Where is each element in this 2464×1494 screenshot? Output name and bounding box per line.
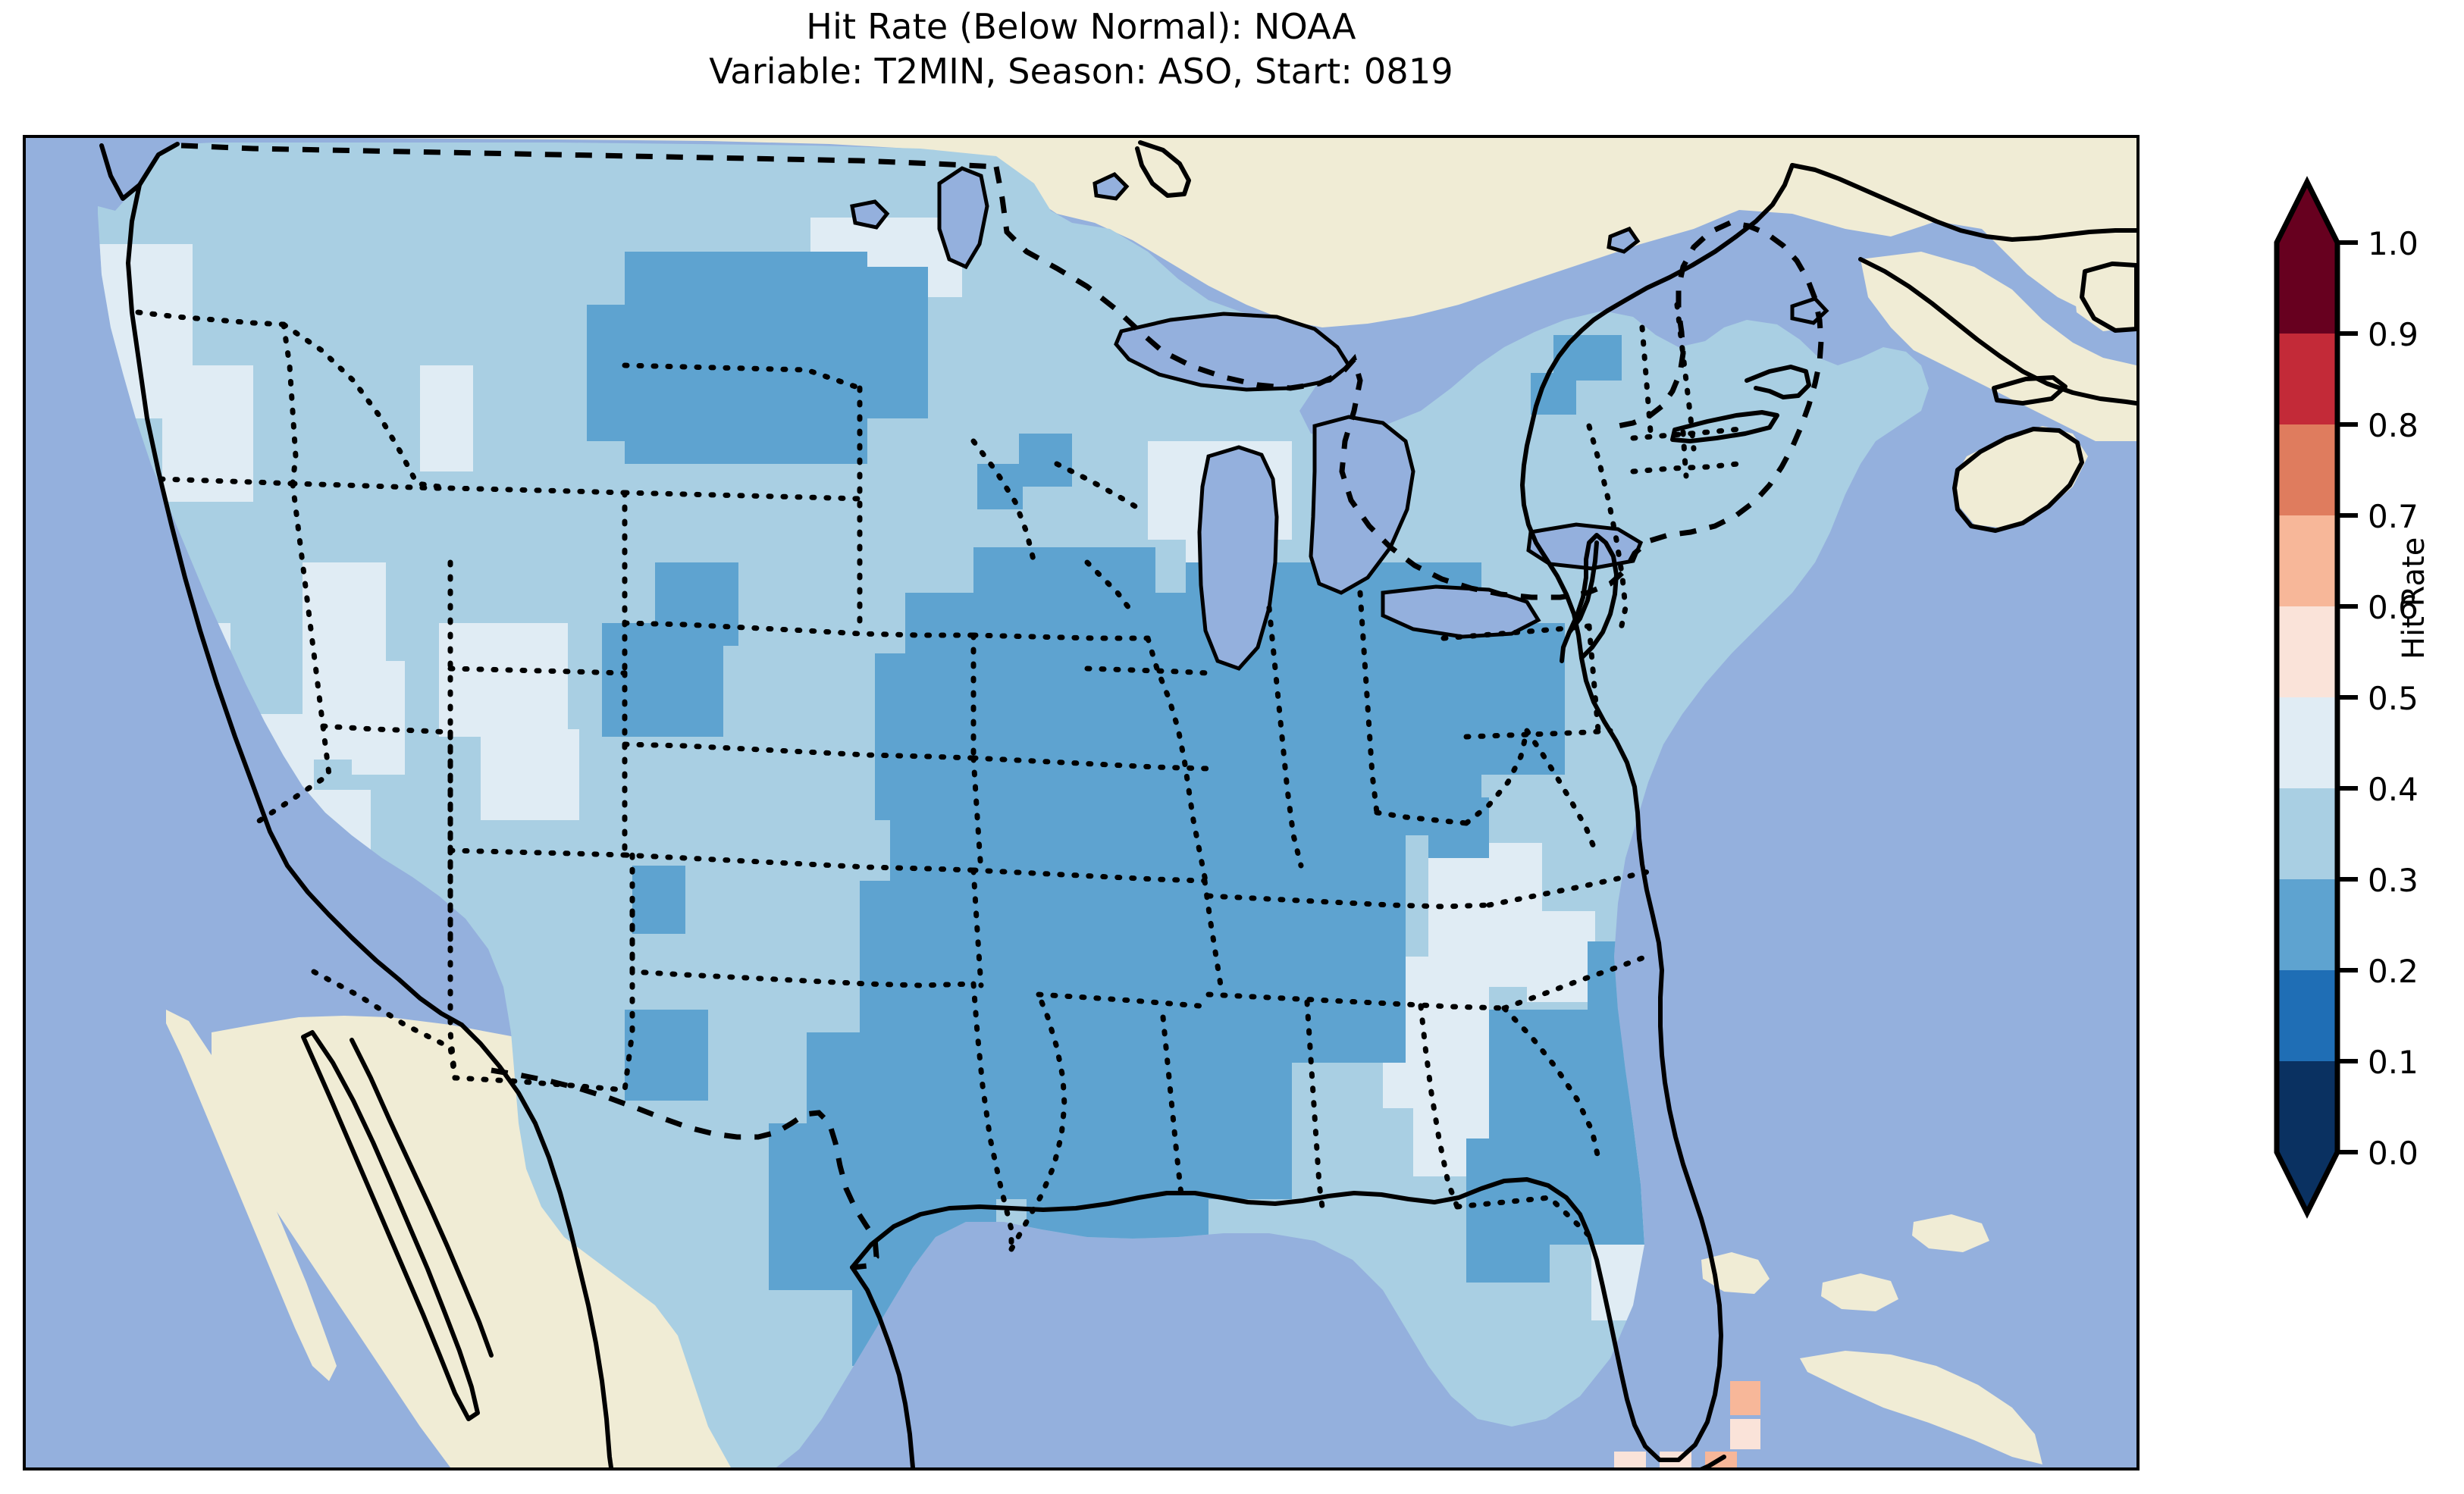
colorbar-axis-label: Hit Rate	[2397, 537, 2431, 659]
colorbar: 1.0 0.9 0.8 0.7 0.6 0.5 0.4 0.3 0.2 0.1 …	[2269, 136, 2464, 1425]
cbar-tick-0.9: 0.9	[2368, 316, 2419, 353]
cbar-tick-0.6: 0.6	[2368, 589, 2419, 626]
colorbar-svg: 1.0 0.9 0.8 0.7 0.6 0.5 0.4 0.3 0.2 0.1 …	[2274, 176, 2419, 1219]
cbar-tick-0.5: 0.5	[2368, 680, 2419, 717]
coastlines	[99, 140, 2136, 1467]
title-line-1: Hit Rate (Below Normal): NOAA	[806, 6, 1356, 47]
cbar-tick-0.2: 0.2	[2368, 953, 2419, 990]
colorbar-tick-labels: 1.0 0.9 0.8 0.7 0.6 0.5 0.4 0.3 0.2 0.1 …	[2368, 225, 2419, 1172]
cbar-tick-0.7: 0.7	[2368, 498, 2419, 535]
cbar-tick-0.1: 0.1	[2368, 1044, 2419, 1081]
cbar-tick-0.3: 0.3	[2368, 862, 2419, 899]
colorbar-ticks	[2337, 240, 2358, 1154]
cbar-tick-0.0: 0.0	[2368, 1135, 2419, 1172]
map-axes	[23, 135, 2140, 1471]
cbar-tick-0.4: 0.4	[2368, 771, 2419, 808]
figure-title: Hit Rate (Below Normal): NOAA Variable: …	[0, 5, 2162, 94]
cbar-tick-1.0: 1.0	[2368, 225, 2419, 262]
colorbar-bands	[2277, 182, 2337, 1213]
great-lakes	[850, 166, 1829, 671]
map-canvas	[26, 138, 2136, 1467]
title-line-2: Variable: T2MIN, Season: ASO, Start: 081…	[709, 50, 1453, 92]
cbar-tick-0.8: 0.8	[2368, 407, 2419, 444]
state-borders	[135, 302, 1744, 1252]
